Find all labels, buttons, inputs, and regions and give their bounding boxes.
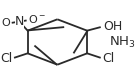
Text: N: N [15, 15, 24, 28]
Text: OH: OH [103, 20, 122, 33]
Text: Cl: Cl [102, 52, 114, 65]
Text: NH$_3$: NH$_3$ [109, 34, 136, 50]
Text: O: O [2, 18, 10, 28]
Text: Cl: Cl [0, 52, 13, 65]
Text: O$^-$: O$^-$ [28, 13, 46, 25]
